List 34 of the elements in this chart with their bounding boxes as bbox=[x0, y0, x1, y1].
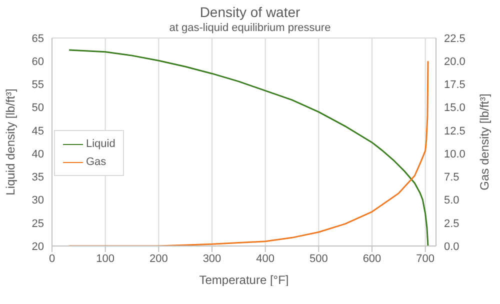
x-tick-label: 700 bbox=[416, 252, 435, 265]
y2-tick-label: 17.5 bbox=[444, 79, 466, 92]
y2-tick-label: 0.0 bbox=[444, 240, 460, 253]
legend-label: Liquid bbox=[86, 138, 116, 150]
y2-tick-label: 15.0 bbox=[444, 102, 466, 114]
y2-tick-label: 2.5 bbox=[444, 218, 460, 230]
chart-title: Density of water bbox=[198, 4, 302, 20]
y2-tick-label: 12.5 bbox=[444, 125, 466, 138]
y-tick-label: 30 bbox=[32, 194, 44, 207]
y2-axis-title: Gas density [lb/ft³] bbox=[477, 94, 492, 190]
legend-label: Gas bbox=[86, 156, 106, 168]
y-tick-label: 40 bbox=[32, 148, 44, 160]
x-tick-label: 400 bbox=[256, 252, 275, 265]
y2-tick-label: 22.5 bbox=[444, 32, 466, 45]
chart-subtitle: at gas-liquid equilibrium pressure bbox=[168, 22, 332, 34]
y2-tick-label: 20.0 bbox=[444, 56, 466, 68]
y2-tick-label: 10.0 bbox=[444, 148, 466, 160]
x-tick-label: 200 bbox=[149, 252, 168, 265]
x-tick-label: 500 bbox=[309, 252, 328, 265]
y2-tick-label: 7.5 bbox=[444, 172, 460, 184]
y-tick-label: 55 bbox=[32, 79, 44, 92]
y-tick-label: 60 bbox=[32, 56, 44, 68]
y-tick-label: 20 bbox=[32, 240, 44, 253]
x-tick-label: 600 bbox=[362, 252, 382, 265]
y-tick-label: 65 bbox=[32, 32, 44, 45]
y-tick-label: 45 bbox=[32, 125, 44, 138]
y-tick-label: 25 bbox=[32, 218, 44, 230]
y-tick-label: 35 bbox=[32, 172, 44, 184]
x-tick-label: 100 bbox=[96, 252, 115, 265]
y-tick-label: 50 bbox=[32, 102, 44, 114]
y2-tick-label: 5.0 bbox=[444, 194, 460, 207]
x-tick-label: 0 bbox=[48, 252, 56, 265]
x-tick-label: 300 bbox=[202, 252, 222, 265]
y-axis-title: Liquid density [lb/ft³] bbox=[3, 88, 18, 196]
